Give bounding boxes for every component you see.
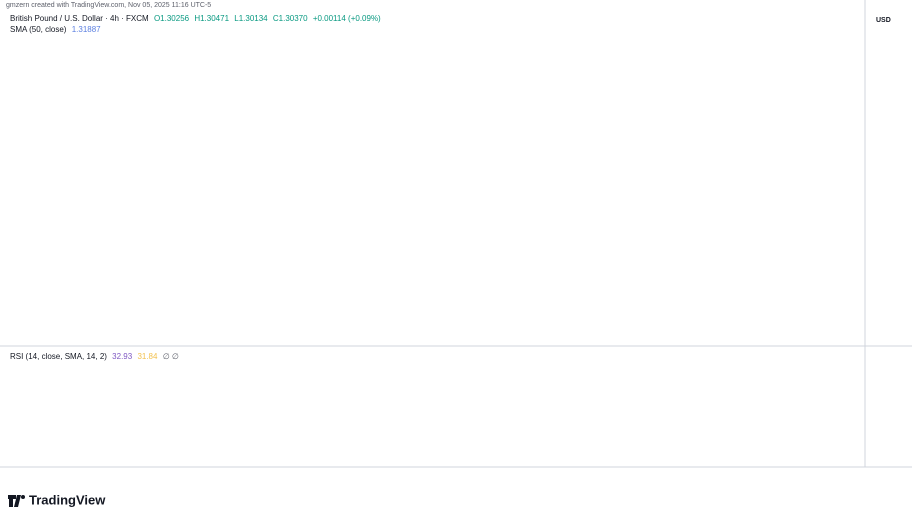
- logo-dot: [21, 495, 25, 499]
- currency-label: USD: [876, 17, 891, 24]
- rsi-legend: RSI (14, close, SMA, 14, 2) 32.93 31.84 …: [10, 352, 179, 361]
- logo-icon: [8, 495, 21, 507]
- rsi-extra: ∅ ∅: [163, 352, 179, 361]
- rsi-value: 32.93: [112, 352, 133, 361]
- sma-legend: SMA (50, close) 1.31887: [10, 25, 101, 34]
- price-legend: British Pound / U.S. Dollar · 4h · FXCM …: [10, 14, 381, 23]
- logo-text: TradingView: [29, 492, 106, 507]
- header-credit: gmzern created with TradingView.com, Nov…: [6, 2, 211, 9]
- footer-logo: TradingView: [8, 492, 106, 507]
- legend-open: O1.30256: [154, 14, 190, 23]
- legend-high: H1.30471: [194, 14, 229, 23]
- rsi-ma-value: 31.84: [137, 352, 158, 361]
- legend-change: +0.00114 (+0.09%): [313, 14, 381, 23]
- rsi-title: RSI (14, close, SMA, 14, 2): [10, 352, 107, 361]
- axis-layer: [0, 0, 912, 468]
- sma-value: 1.31887: [72, 25, 101, 34]
- legend-low: L1.30134: [234, 14, 268, 23]
- sma-name: SMA (50, close): [10, 25, 67, 34]
- legend-close: C1.30370: [273, 14, 308, 23]
- symbol-title: British Pound / U.S. Dollar · 4h · FXCM: [10, 14, 149, 23]
